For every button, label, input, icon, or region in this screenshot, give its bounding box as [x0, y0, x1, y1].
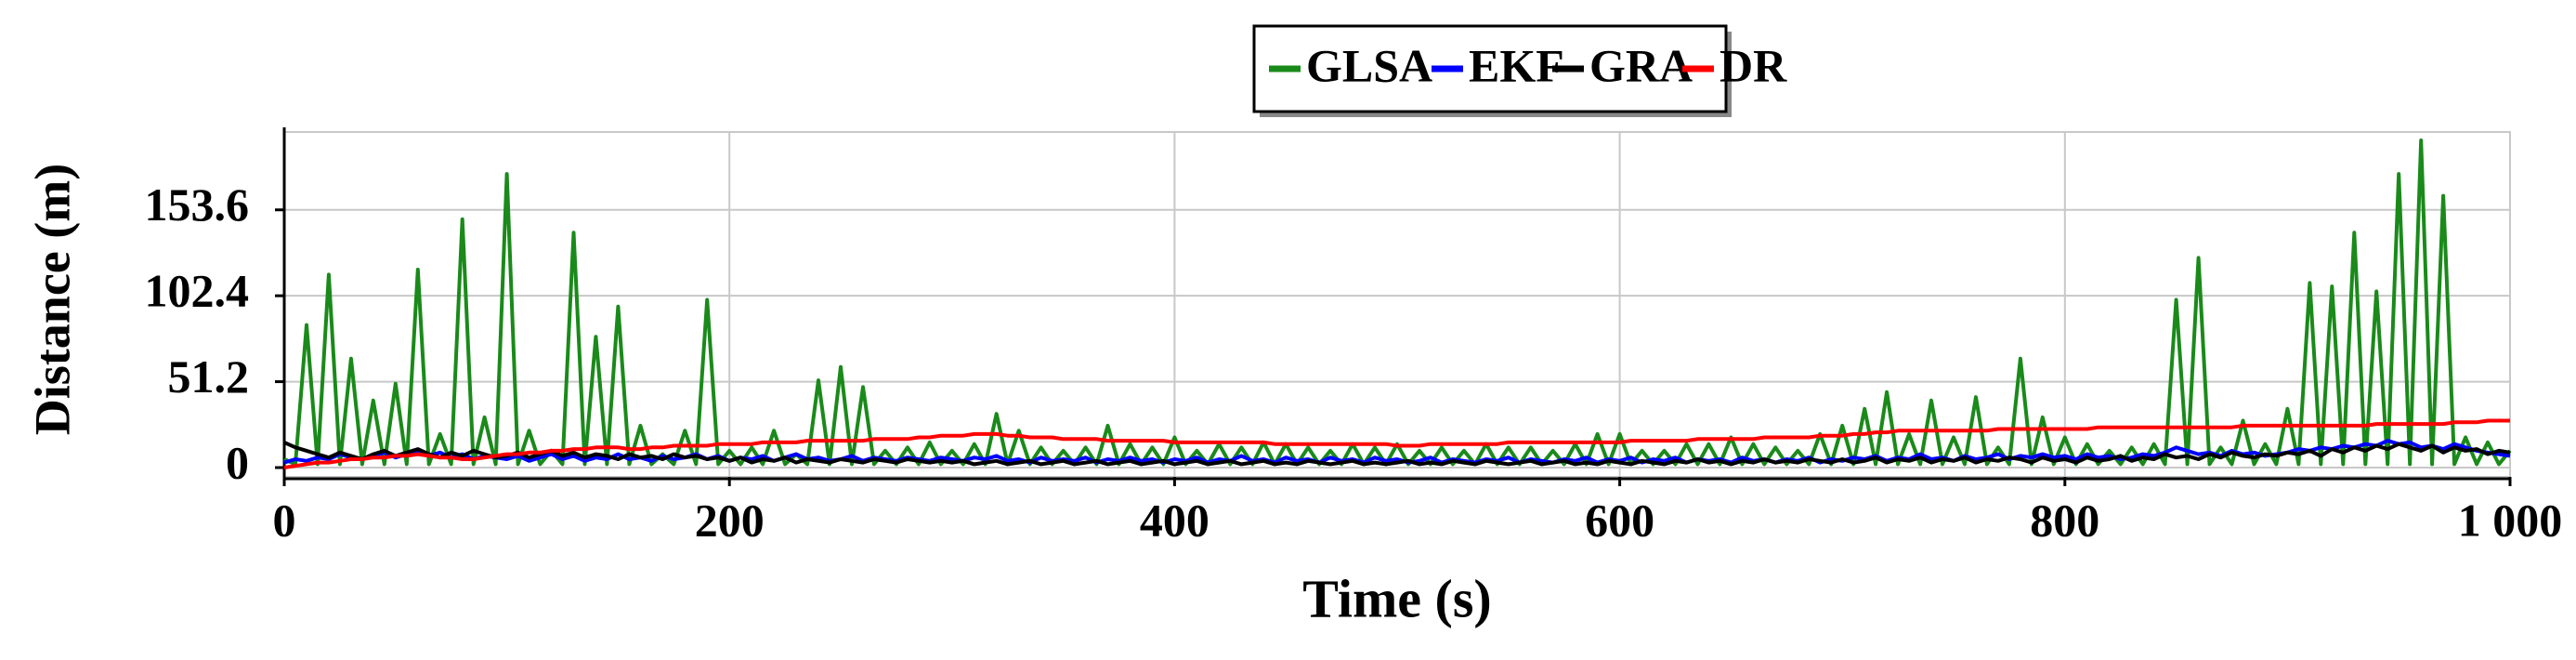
- y-tick-label: 102.4: [145, 265, 250, 317]
- y-axis-label: Distance (m): [24, 164, 80, 435]
- x-tick-label: 1 000: [2458, 494, 2563, 546]
- series-line: [283, 139, 2512, 467]
- x-tick-label: 800: [2030, 494, 2099, 546]
- legend-label: GLSA: [1306, 39, 1432, 91]
- x-tick-label: 0: [273, 494, 296, 546]
- legend-label: DR: [1720, 39, 1787, 91]
- y-tick-label: 153.6: [145, 178, 250, 231]
- legend-label: GRA: [1589, 39, 1693, 91]
- legend-label: EKF: [1469, 39, 1564, 91]
- x-tick-label: 200: [695, 494, 765, 546]
- series-line: [283, 439, 2511, 465]
- y-tick-label: 0: [226, 436, 249, 488]
- y-tick-label: 51.2: [168, 350, 250, 403]
- series-line: [283, 418, 2510, 469]
- series-line: [283, 441, 2511, 467]
- x-axis-label: Time (s): [1302, 568, 1492, 628]
- x-tick-label: 400: [1140, 494, 1210, 546]
- legend: [1252, 24, 1728, 113]
- x-tick-label: 600: [1585, 494, 1654, 546]
